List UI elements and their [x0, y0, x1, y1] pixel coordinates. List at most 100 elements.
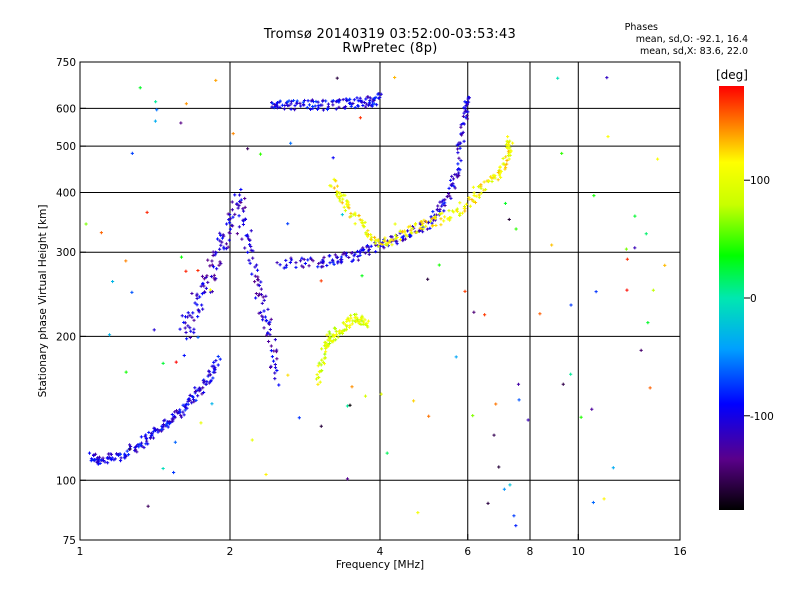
- data-point: [358, 317, 362, 322]
- data-point: [503, 201, 508, 206]
- data-point: [226, 212, 230, 216]
- data-point: [233, 212, 237, 217]
- data-point: [289, 107, 293, 111]
- data-point: [130, 151, 134, 155]
- data-point: [328, 332, 332, 336]
- x-tick-label: 1: [77, 546, 84, 558]
- data-point: [336, 335, 340, 339]
- data-point: [310, 98, 314, 102]
- data-point: [272, 106, 276, 110]
- data-point: [188, 393, 192, 398]
- data-point: [84, 222, 88, 226]
- x-tick-label: 8: [527, 546, 534, 558]
- data-point: [358, 250, 362, 255]
- data-point: [362, 225, 366, 229]
- data-point: [184, 269, 188, 273]
- data-point: [561, 382, 565, 386]
- data-point: [316, 382, 320, 386]
- data-point: [107, 333, 112, 337]
- data-point: [99, 458, 103, 462]
- data-point: [438, 212, 442, 216]
- data-point: [479, 184, 483, 188]
- data-point: [430, 221, 434, 225]
- data-point: [211, 265, 216, 269]
- data-point: [215, 237, 220, 241]
- data-point: [155, 108, 159, 112]
- data-point: [372, 235, 377, 240]
- data-point: [344, 97, 348, 101]
- y-tick-label: 75: [63, 535, 76, 547]
- data-point: [320, 358, 324, 362]
- data-point: [457, 167, 461, 171]
- phase-header: Phases: [624, 22, 658, 33]
- data-point: [237, 225, 241, 229]
- data-point: [188, 313, 192, 317]
- data-point: [362, 247, 366, 252]
- data-point: [380, 242, 384, 247]
- data-point: [367, 252, 371, 257]
- data-point: [301, 100, 305, 104]
- data-point: [357, 213, 361, 218]
- data-point: [201, 386, 205, 390]
- data-point: [341, 197, 345, 201]
- data-point: [202, 390, 206, 395]
- data-point: [437, 263, 441, 267]
- data-point: [421, 221, 425, 226]
- data-point: [335, 255, 339, 259]
- data-point: [199, 421, 203, 425]
- data-point: [151, 436, 156, 440]
- data-point: [358, 96, 362, 100]
- data-point: [364, 105, 368, 109]
- data-point: [364, 231, 368, 235]
- data-point: [349, 214, 353, 218]
- data-point: [185, 337, 189, 341]
- data-point: [467, 195, 471, 200]
- data-point: [125, 449, 129, 453]
- data-point: [395, 239, 399, 243]
- data-point: [440, 204, 444, 208]
- data-point: [393, 233, 398, 237]
- data-point: [256, 275, 260, 279]
- data-point: [356, 254, 360, 259]
- data-point: [270, 354, 275, 359]
- data-point: [153, 427, 157, 432]
- data-point: [233, 193, 237, 197]
- data-point: [192, 331, 196, 335]
- data-point: [507, 157, 511, 161]
- data-point: [278, 99, 282, 103]
- data-point: [314, 99, 318, 104]
- data-point: [453, 172, 457, 177]
- data-point: [457, 142, 461, 147]
- data-point: [236, 206, 240, 210]
- data-point: [366, 229, 370, 233]
- data-point: [343, 209, 348, 213]
- data-point: [264, 294, 268, 298]
- data-point: [298, 101, 302, 105]
- data-point: [204, 286, 208, 290]
- data-point: [329, 338, 333, 343]
- data-point: [225, 222, 229, 226]
- data-point: [468, 204, 473, 208]
- data-point: [190, 315, 194, 319]
- data-point: [91, 453, 96, 458]
- data-point: [496, 170, 500, 175]
- data-point: [297, 416, 301, 420]
- data-point: [432, 216, 437, 220]
- data-point: [507, 217, 511, 222]
- data-point: [505, 139, 509, 143]
- data-point: [270, 105, 274, 109]
- data-point: [462, 106, 466, 110]
- data-point: [289, 141, 293, 145]
- data-point: [368, 96, 372, 100]
- data-point: [128, 444, 133, 449]
- data-point: [282, 107, 287, 111]
- data-point: [188, 398, 192, 402]
- y-tick-label: 750: [56, 57, 76, 69]
- data-point: [466, 100, 471, 104]
- data-point: [329, 184, 333, 188]
- data-point: [181, 410, 185, 414]
- data-point: [243, 246, 247, 250]
- data-point: [366, 95, 370, 99]
- data-point: [352, 212, 356, 217]
- data-point: [273, 362, 277, 367]
